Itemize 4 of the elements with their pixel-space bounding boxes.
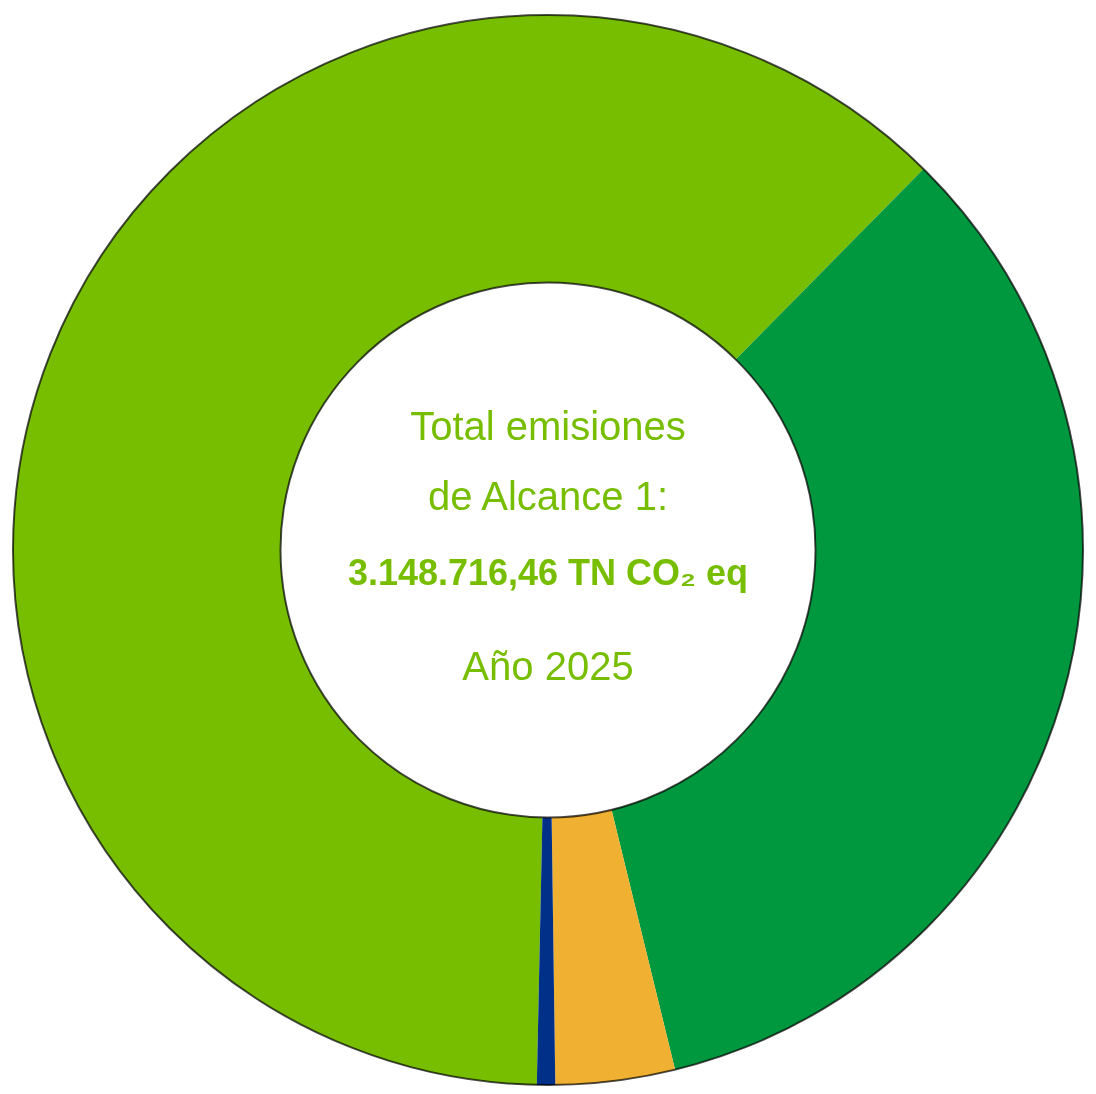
text: 3.148.716,46 TN CO₂ eq (347, 552, 749, 593)
text: Total emisiones (410, 404, 686, 448)
text: Año 2025 (462, 644, 634, 688)
text: de Alcance 1: (427, 474, 669, 518)
